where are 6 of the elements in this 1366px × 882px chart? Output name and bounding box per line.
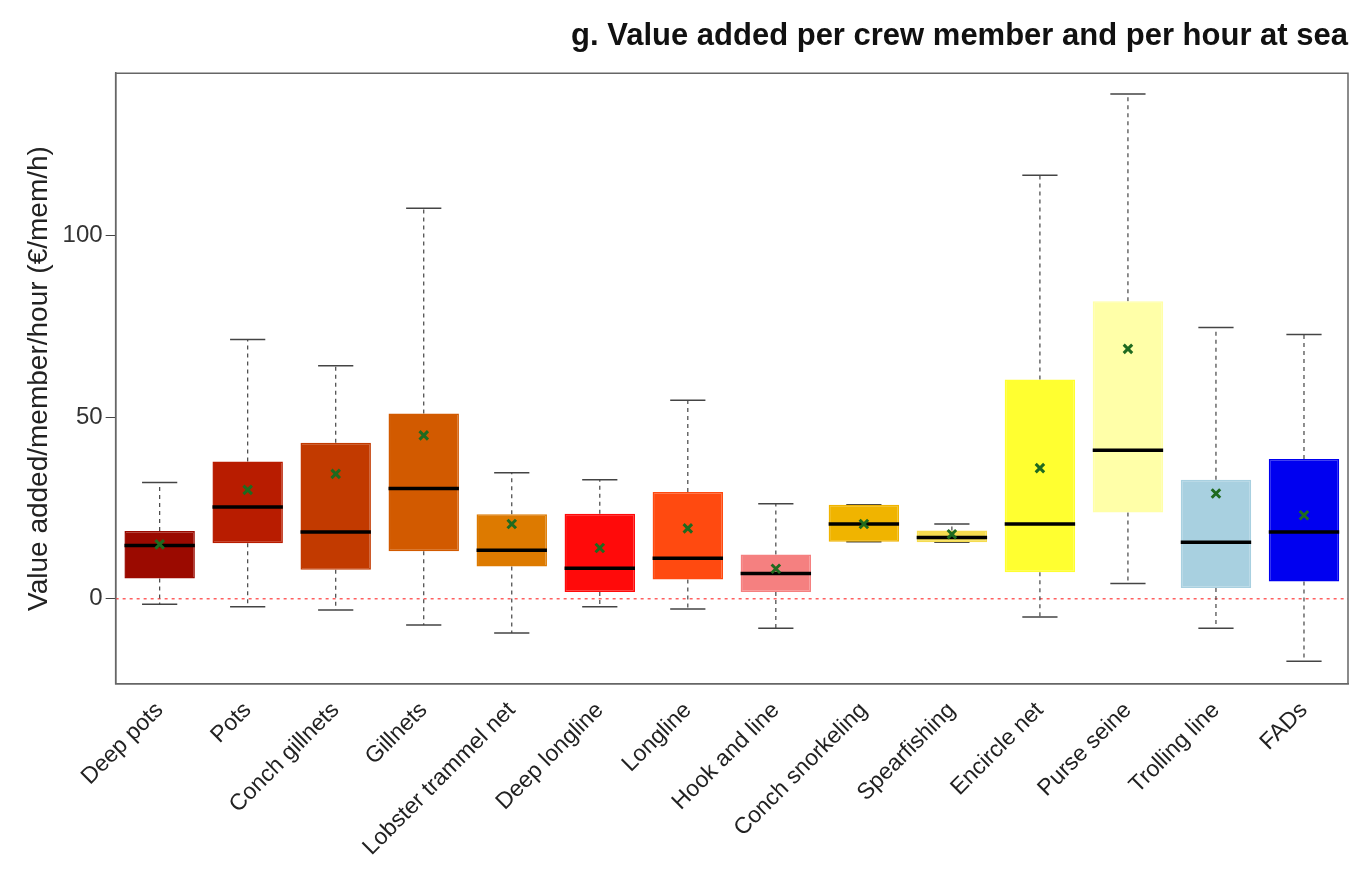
y-tick-label: 0 <box>89 583 103 611</box>
chart-title: g. Value added per crew member and per hour at sea <box>571 17 1349 53</box>
y-tick-label: 100 <box>62 220 103 248</box>
x-tick-label: Pots <box>204 696 256 748</box>
y-tick-label: 50 <box>75 401 103 429</box>
y-axis-title: Value added/member/hour (€/mem/h) <box>21 146 53 611</box>
